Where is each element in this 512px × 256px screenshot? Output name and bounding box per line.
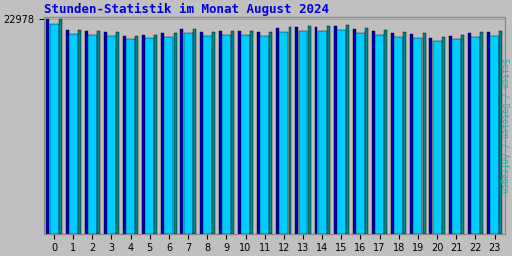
Bar xyxy=(107,36,116,233)
Bar xyxy=(365,28,368,233)
Bar xyxy=(222,35,231,233)
Bar xyxy=(442,37,444,233)
Bar xyxy=(356,33,365,233)
Bar xyxy=(145,38,154,233)
Bar xyxy=(212,32,215,233)
Bar xyxy=(422,33,425,233)
Bar xyxy=(375,35,384,233)
Bar xyxy=(59,19,61,233)
Bar xyxy=(193,29,196,233)
Bar xyxy=(385,30,387,233)
Bar xyxy=(161,33,164,233)
Bar xyxy=(372,31,375,233)
Bar xyxy=(461,35,464,233)
Bar xyxy=(69,34,78,233)
Bar xyxy=(66,30,69,233)
Bar xyxy=(88,35,97,233)
Bar xyxy=(219,31,222,233)
Bar xyxy=(430,38,433,233)
Bar xyxy=(334,26,337,233)
Bar xyxy=(394,37,403,233)
Bar xyxy=(184,33,193,233)
Bar xyxy=(276,28,279,233)
Bar xyxy=(353,29,356,233)
Bar xyxy=(250,31,253,233)
Bar xyxy=(314,27,317,233)
Bar xyxy=(327,26,330,233)
Bar xyxy=(471,37,480,233)
Bar xyxy=(308,26,311,233)
Bar xyxy=(410,34,413,233)
Bar xyxy=(413,38,422,233)
Bar xyxy=(295,27,298,233)
Bar xyxy=(260,36,269,233)
Bar xyxy=(50,24,58,233)
Y-axis label: Seiten / Dateien / Anfragen: Seiten / Dateien / Anfragen xyxy=(500,58,509,193)
Bar xyxy=(203,36,212,233)
Bar xyxy=(269,32,272,233)
Bar xyxy=(298,31,308,233)
Bar xyxy=(142,35,145,233)
Bar xyxy=(116,32,119,233)
Bar xyxy=(433,41,441,233)
Bar xyxy=(346,25,349,233)
Bar xyxy=(403,32,407,233)
Bar xyxy=(231,31,234,233)
Bar xyxy=(174,33,177,233)
Bar xyxy=(449,36,452,233)
Bar xyxy=(97,31,100,233)
Bar xyxy=(47,19,49,233)
Bar xyxy=(468,33,471,233)
Bar xyxy=(337,30,346,233)
Bar xyxy=(135,36,138,233)
Bar xyxy=(78,30,81,233)
Bar xyxy=(104,32,107,233)
Bar xyxy=(490,36,499,233)
Bar xyxy=(487,32,490,233)
Bar xyxy=(257,32,260,233)
Bar xyxy=(238,31,241,233)
Bar xyxy=(126,39,135,233)
Bar xyxy=(241,35,250,233)
Bar xyxy=(317,31,327,233)
Bar xyxy=(391,33,394,233)
Bar xyxy=(200,32,203,233)
Bar xyxy=(155,35,157,233)
Bar xyxy=(452,39,461,233)
Bar xyxy=(280,32,288,233)
Bar xyxy=(480,32,483,233)
Bar xyxy=(123,36,126,233)
Bar xyxy=(499,31,502,233)
Bar xyxy=(289,27,291,233)
Text: Stunden-Statistik im Monat August 2024: Stunden-Statistik im Monat August 2024 xyxy=(44,3,329,16)
Bar xyxy=(85,31,88,233)
Bar xyxy=(164,37,174,233)
Bar xyxy=(181,29,183,233)
